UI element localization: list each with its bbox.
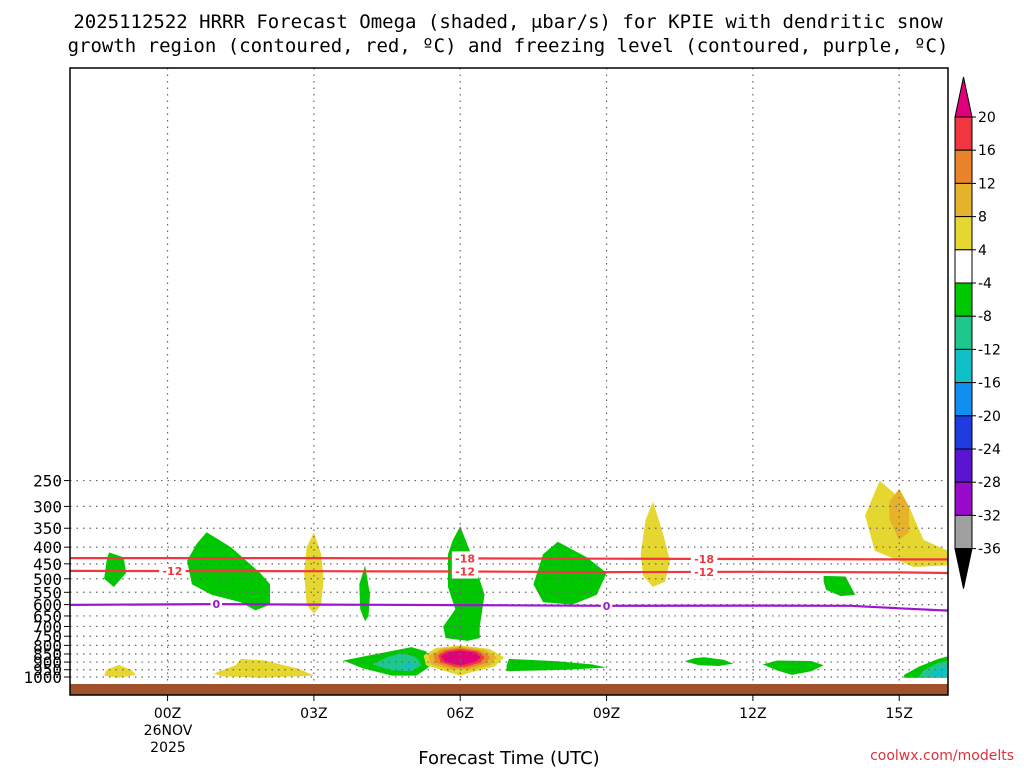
y-tick-label-9: 700 [33,617,62,636]
colorbar-label-11: -28 [978,475,1001,491]
y-tick-label-14: 950 [33,661,62,680]
contour-line-2 [70,557,948,561]
omega-area-10 [104,664,136,678]
colorbar-label-4: 4 [978,243,987,259]
y-tick-label-8: 650 [33,607,62,626]
x-tick-label-5: 15Z [886,706,913,722]
contour-label-bg-2-0 [451,551,479,566]
y-tick-label-13: 900 [33,653,62,672]
x-tick-label-0: 00Z [154,706,181,722]
omega-area-5 [533,541,607,605]
colorbar-box-10 [954,448,973,483]
grid [70,68,948,684]
omega-area-19 [440,650,481,666]
y-tick-label-6: 550 [33,583,62,602]
omega-area-14 [401,662,414,669]
y-tick-label-0: 250 [33,472,62,491]
x-tick-label-2: 06Z [447,706,474,722]
colorbar-label-0: 20 [978,110,996,126]
colorbar-bottom-arrow [954,548,973,589]
x-tick-label-1: 03Z [300,706,327,722]
y-tick-label-12: 850 [33,645,62,664]
colorbar-box-0 [954,116,973,151]
colorbar-label-9: -20 [978,409,1001,425]
contour-label-1-0: -12 [162,565,182,578]
y-tick-label-5: 500 [33,570,62,589]
omega-shading [104,480,948,678]
colorbar-box-3 [954,216,973,251]
contour-label-2-0: -18 [455,552,475,565]
colorbar-box-8 [954,382,973,417]
colorbar-label-7: -12 [978,342,1001,358]
y-tick-label-15: 1000 [23,668,62,687]
colorbar-label-13: -36 [978,542,1001,558]
colorbar-top-arrow [954,76,973,118]
contour-label-bg-0-0 [210,597,223,612]
omega-area-25 [928,666,948,677]
x-axis-label: Forecast Time (UTC) [418,748,599,768]
contour-label-bg-1-1 [451,564,479,579]
omega-area-11 [213,658,314,678]
contour-label-bg-1-0 [159,564,186,579]
contour-label-bg-1-2 [690,564,718,579]
contour-label-1-2: -12 [694,566,714,579]
omega-area-21 [684,657,734,666]
y-tick-label-4: 450 [33,555,62,574]
colorbar-box-4 [954,249,973,284]
omega-area-6 [640,501,670,587]
ground-bar [70,684,948,695]
colorbar-box-5 [954,282,973,317]
contour-label-2-1: -18 [694,553,714,566]
plot-frame [69,67,949,696]
colorbar-label-8: -16 [978,376,1001,392]
colorbar-label-2: 12 [978,176,996,192]
date-line2: 2025 [150,740,186,756]
colorbar-label-1: 16 [978,143,996,159]
omega-area-2 [304,532,324,614]
colorbar-box-7 [954,348,973,384]
omega-area-8 [889,488,909,540]
colorbar-box-9 [954,415,973,450]
colorbar-box-2 [954,182,973,218]
colorbar-label-6: -8 [978,309,992,325]
colorbar-box-6 [954,315,973,350]
colorbar-box-11 [954,481,973,516]
contour-label-0-0: 0 [213,598,221,611]
y-axis: 250 300 3504004505005506006507007508008509… [23,472,70,687]
contour-label-1-1: -12 [455,566,475,579]
x-tick-label-4: 12Z [739,706,766,722]
omega-area-4 [443,526,485,641]
y-tick-label-11: 800 [33,636,62,655]
x-tick-label-3: 09Z [593,706,620,722]
contours: 0 0-12 -12 -12-18 -18 [69,551,949,613]
contour-line-1 [69,569,949,575]
credit-text: coolwx.com/modelts [870,748,1014,764]
y-tick-label-10: 750 [33,627,62,646]
y-tick-label-1: 300 [33,497,62,516]
colorbar-box-12 [954,514,973,550]
colorbar: 20 16 12 8 4 -4 -8 -12 -16 -20 -24 -28 -32 -36 [954,76,1001,589]
omega-area-3 [359,565,370,622]
contour-label-bg-0-1 [600,598,613,613]
chart-title-line1: 2025112522 HRRR Forecast Omega (shaded, … [73,11,943,33]
colorbar-label-12: -32 [978,508,1001,524]
omega-area-20 [506,658,607,672]
x-axis: 00Z 03Z 06Z 09Z 12Z 15Z [154,695,913,722]
contour-line-0 [69,602,949,612]
omega-area-22 [762,660,824,675]
y-tick-label-3: 400 [33,538,62,557]
y-tick-label-7: 600 [33,596,62,615]
y-tick-label-2: 350 [33,519,62,538]
colorbar-box-1 [954,149,973,184]
colorbar-label-5: -4 [978,276,992,292]
date-line1: 26NOV [144,723,193,739]
contour-label-bg-2-1 [690,551,718,566]
colorbar-label-3: 8 [978,210,987,226]
chart-title-line2: growth region (contoured, red, ºC) and f… [68,35,949,57]
omega-area-9 [823,575,856,597]
colorbar-label-10: -24 [978,442,1001,458]
contour-label-0-1: 0 [603,600,611,613]
